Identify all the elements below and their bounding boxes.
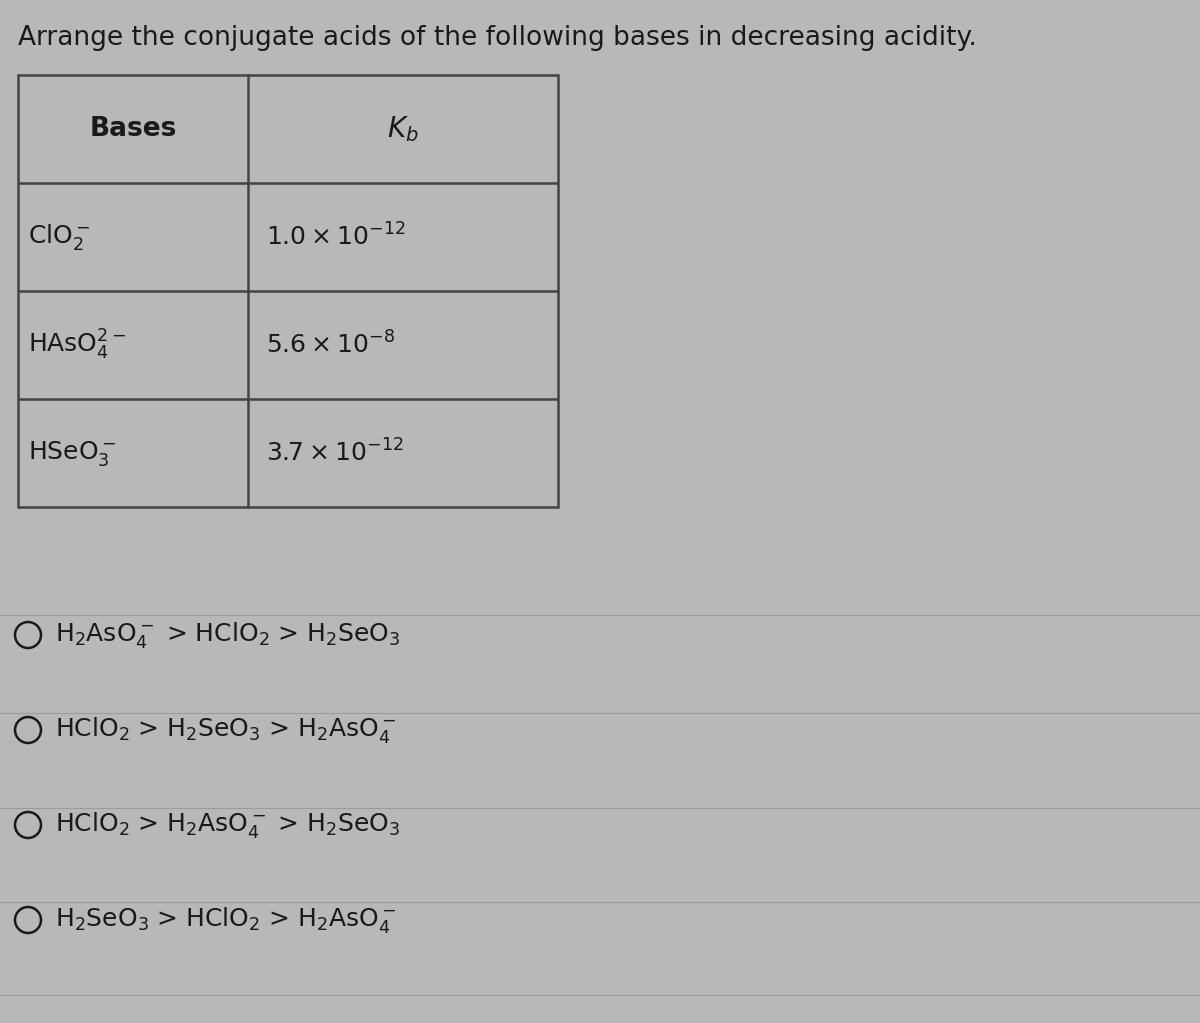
Text: Bases: Bases [89, 116, 176, 142]
Text: $K_b$: $K_b$ [388, 115, 419, 144]
Text: $1.0 \times 10^{-12}$: $1.0 \times 10^{-12}$ [266, 223, 406, 251]
Text: $\mathrm{HAsO_4^{2-}}$: $\mathrm{HAsO_4^{2-}}$ [28, 328, 126, 362]
Text: $\mathrm{HClO_2}$ > $\mathrm{H_2SeO_3}$ > $\mathrm{H_2AsO_4^-}$: $\mathrm{HClO_2}$ > $\mathrm{H_2SeO_3}$ … [55, 715, 397, 745]
Text: $3.7 \times 10^{-12}$: $3.7 \times 10^{-12}$ [266, 440, 403, 466]
Text: Arrange the conjugate acids of the following bases in decreasing acidity.: Arrange the conjugate acids of the follo… [18, 25, 977, 51]
Text: $\mathrm{HClO_2}$ > $\mathrm{H_2AsO_4^-}$ > $\mathrm{H_2SeO_3}$: $\mathrm{HClO_2}$ > $\mathrm{H_2AsO_4^-}… [55, 810, 401, 840]
Text: $\mathrm{ClO_2^-}$: $\mathrm{ClO_2^-}$ [28, 222, 90, 252]
Text: $5.6 \times 10^{-8}$: $5.6 \times 10^{-8}$ [266, 331, 395, 359]
Text: $\mathrm{H_2AsO_4^-}$ > $\mathrm{HClO_2}$ > $\mathrm{H_2SeO_3}$: $\mathrm{H_2AsO_4^-}$ > $\mathrm{HClO_2}… [55, 620, 401, 650]
Text: $\mathrm{HSeO_3^-}$: $\mathrm{HSeO_3^-}$ [28, 439, 116, 468]
Text: $\mathrm{H_2SeO_3}$ > $\mathrm{HClO_2}$ > $\mathrm{H_2AsO_4^-}$: $\mathrm{H_2SeO_3}$ > $\mathrm{HClO_2}$ … [55, 905, 397, 935]
